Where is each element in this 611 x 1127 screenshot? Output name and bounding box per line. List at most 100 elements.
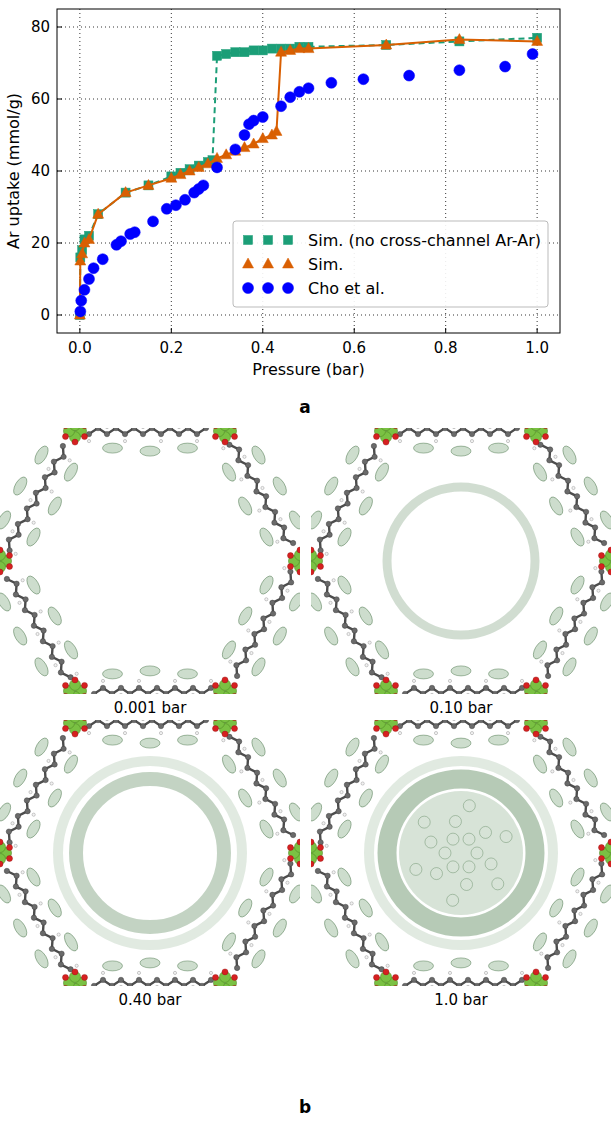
argon-density-blob	[568, 818, 587, 840]
carbon-atom	[50, 935, 55, 940]
data-point	[303, 83, 314, 94]
hydrogen-atom	[243, 747, 246, 750]
carbon-atom	[317, 829, 322, 834]
argon-density-blob	[356, 897, 375, 919]
carbon-atom	[52, 762, 57, 767]
hydrogen-atom	[368, 641, 371, 644]
carbon-atom	[554, 647, 559, 652]
oxygen-atom	[383, 731, 389, 737]
pore-density-ring	[76, 779, 224, 927]
carbon-atom	[451, 431, 456, 436]
carbon-atom	[336, 516, 341, 521]
hydrogen-atom	[11, 822, 14, 825]
hydrogen-atom	[279, 810, 282, 813]
argon-density-blob	[547, 787, 566, 809]
carbon-atom	[474, 983, 479, 986]
hydrogen-atom	[579, 912, 582, 915]
carbon-atom	[583, 801, 588, 806]
oxygen-atom	[383, 439, 389, 445]
argon-density-blob	[598, 591, 611, 613]
y-tick-label: 20	[31, 234, 50, 252]
x-tick-label: 0.2	[159, 339, 183, 357]
argon-density-blob	[568, 866, 587, 888]
argon-density-blob	[373, 753, 392, 775]
data-point	[248, 138, 259, 148]
carbon-atom	[451, 723, 456, 728]
oxygen-atom	[373, 974, 379, 980]
data-point	[129, 227, 140, 238]
carbon-atom	[442, 720, 447, 723]
carbon-atom	[460, 428, 465, 431]
oxygen-atom	[232, 428, 238, 429]
carbon-atom	[270, 600, 275, 605]
argon-density-blob	[103, 443, 123, 453]
carbon-atom	[288, 580, 293, 585]
oxygen-atom	[62, 682, 68, 688]
hydrogen-atom	[250, 651, 253, 654]
oxygen-atom	[222, 677, 228, 683]
carbon-atom	[501, 977, 506, 982]
panel-label: b	[299, 1097, 311, 1117]
oxygen-atom	[62, 434, 68, 440]
hydrogen-atom	[29, 499, 32, 502]
carbon-atom	[362, 459, 367, 464]
hydrogen-atom	[551, 478, 554, 481]
carbon-atom	[58, 962, 63, 967]
hydrogen-atom	[191, 693, 194, 694]
pore-density-texture	[418, 816, 430, 828]
snapshot-background	[0, 428, 300, 694]
linker-bond	[229, 737, 293, 835]
carbon-atom	[40, 639, 45, 644]
oxygen-atom	[62, 985, 68, 986]
carbon-atom	[424, 720, 429, 723]
carbon-atom	[263, 786, 268, 791]
oxygen-atom	[373, 434, 379, 440]
hydrogen-atom	[597, 589, 600, 592]
argon-density-blob	[311, 591, 324, 613]
carbon-atom	[158, 723, 163, 728]
data-point	[257, 112, 268, 123]
argon-density-blob	[62, 461, 81, 483]
hydrogen-atom	[502, 693, 505, 694]
carbon-atom	[361, 935, 366, 940]
carbon-atom	[406, 720, 411, 723]
hydrogen-atom	[597, 881, 600, 884]
data-point	[180, 194, 191, 205]
oxygen-atom	[543, 693, 549, 694]
hydrogen-atom	[32, 813, 35, 816]
oxygen-atom	[82, 428, 88, 429]
carbon-atom	[326, 813, 331, 818]
hydrogen-atom	[159, 731, 162, 734]
oxygen-atom	[393, 693, 399, 694]
carbon-atom	[172, 977, 177, 982]
snapshot-background	[311, 720, 611, 986]
argon-density-blob	[178, 735, 198, 745]
carbon-atom	[13, 592, 18, 597]
carbon-atom	[460, 720, 465, 723]
carbon-atom	[599, 872, 604, 877]
plot-frame	[57, 9, 560, 333]
argon-density-blob	[581, 767, 600, 789]
carbon-atom	[334, 889, 339, 894]
carbon-atom	[599, 580, 604, 585]
hydrogen-atom	[561, 651, 564, 654]
oxygen-atom	[287, 553, 293, 559]
argon-density-blob	[11, 917, 30, 939]
oxygen-atom	[0, 861, 3, 867]
carbon-atom	[465, 977, 470, 982]
hydrogen-atom	[276, 540, 279, 543]
hydrogen-atom	[470, 439, 473, 442]
oxygen-atom	[533, 969, 539, 975]
y-grid-line	[57, 171, 560, 172]
carbon-atom	[100, 685, 105, 690]
carbon-atom	[556, 462, 561, 467]
argon-density-blob	[343, 444, 362, 466]
hydrogen-atom	[258, 509, 261, 512]
oxygen-atom	[212, 974, 218, 980]
hydrogen-atom	[533, 739, 536, 742]
legend-label: Sim. (no cross-channel Ar-Ar)	[308, 231, 541, 250]
carbon-atom	[22, 607, 27, 612]
hydrogen-atom	[540, 660, 543, 663]
carbon-atom	[581, 611, 586, 616]
carbon-atom	[556, 754, 561, 759]
